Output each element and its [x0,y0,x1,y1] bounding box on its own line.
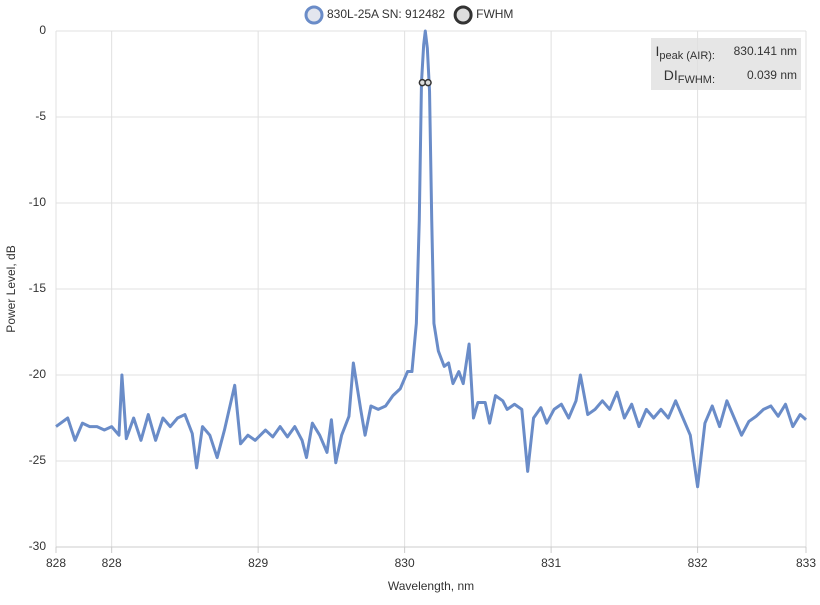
x-tick-label: 829 [248,556,268,570]
spectrum-line [55,29,807,489]
y-tick-label: -25 [29,453,47,467]
legend-item: FWHM [453,5,513,25]
annotation-label: DIFWHM: [664,67,715,86]
x-tick-label: 833 [796,556,816,570]
annotation-value: 0.039 nm [747,68,797,82]
y-tick-label: -30 [29,539,47,553]
annotation-box [651,38,801,90]
legend-item: 830L-25A SN: 912482 [304,5,445,25]
x-tick-label: 828 [102,556,122,570]
x-tick-label: 832 [688,556,708,570]
y-tick-label: 0 [39,23,46,37]
annotation-symbol: DI [664,67,678,83]
x-axis-label: Wavelength, nm [388,579,474,593]
legend-marker [304,5,324,25]
y-tick-label: -15 [29,281,47,295]
x-tick-label: 831 [541,556,561,570]
annotation-subscript: peak (AIR): [659,50,715,62]
fwhm-point [424,78,432,87]
legend-label: 830L-25A SN: 912482 [327,7,445,21]
y-tick-label: -10 [29,195,47,209]
legend-marker [453,5,473,25]
y-axis-label: Power Level, dB [4,245,18,332]
x-tick-label: 830 [395,556,415,570]
annotation-subscript: FWHM: [678,74,715,86]
y-tick-label: -5 [35,109,46,123]
annotation-value: 830.141 nm [734,44,797,58]
y-tick-label: -20 [29,367,47,381]
legend-label: FWHM [476,7,513,21]
x-tick-label: 828 [46,556,66,570]
annotation-symbol: I [655,43,659,59]
annotation-label: Ipeak (AIR): [655,43,715,62]
